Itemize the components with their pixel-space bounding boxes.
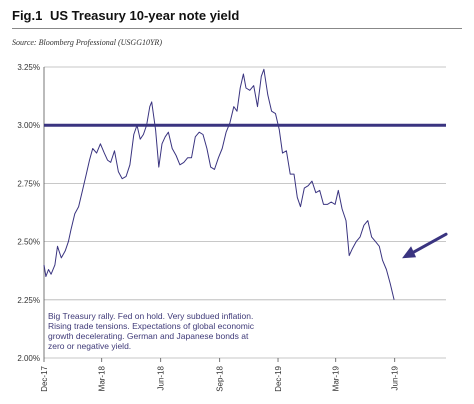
yield-series-line xyxy=(43,68,395,300)
x-tick-label: Jun-18 xyxy=(157,365,166,390)
figure-number: Fig.1 xyxy=(12,8,43,23)
x-tick-label: Dec-17 xyxy=(40,365,49,391)
figure-title: US Treasury 10-year note yield xyxy=(50,8,240,23)
source-note: Source: Bloomberg Professional (USGG10YR… xyxy=(12,38,162,47)
x-tick-label: Jun-19 xyxy=(391,365,400,390)
arrow-shaft xyxy=(406,232,448,257)
annotation-line: growth decelerating. German and Japanese… xyxy=(48,331,249,341)
y-tick-label: 3.25% xyxy=(17,63,40,72)
annotation-box: Big Treasury rally. Fed on hold. Very su… xyxy=(48,311,278,351)
x-tick-label: Mar-18 xyxy=(98,365,107,391)
y-tick-label: 3.00% xyxy=(17,121,40,130)
x-tick-label: Sep-18 xyxy=(216,365,225,391)
arrow-head xyxy=(402,246,417,259)
annotation-line: Rising trade tensions. Expectations of g… xyxy=(48,321,255,331)
x-tick-label: Mar-19 xyxy=(332,365,341,391)
title-bar: Fig.1 US Treasury 10-year note yield xyxy=(12,6,462,29)
y-axis: 3.25% 3.00% 2.75% 2.50% 2.25% 2.00% xyxy=(17,63,45,363)
y-tick-label: 2.50% xyxy=(17,238,40,247)
annotation-line: Big Treasury rally. Fed on hold. Very su… xyxy=(48,311,254,321)
annotation-line: zero or negative yield. xyxy=(48,341,132,351)
x-axis: Dec-17 Mar-18 Jun-18 Sep-18 Dec-19 Mar-19 Jun-… xyxy=(40,358,400,392)
y-tick-label: 2.25% xyxy=(17,296,40,305)
x-tick-label: Dec-19 xyxy=(274,365,283,391)
y-tick-label: 2.00% xyxy=(17,354,40,363)
y-tick-label: 2.75% xyxy=(17,179,40,188)
latest-yield-arrow xyxy=(402,232,448,259)
